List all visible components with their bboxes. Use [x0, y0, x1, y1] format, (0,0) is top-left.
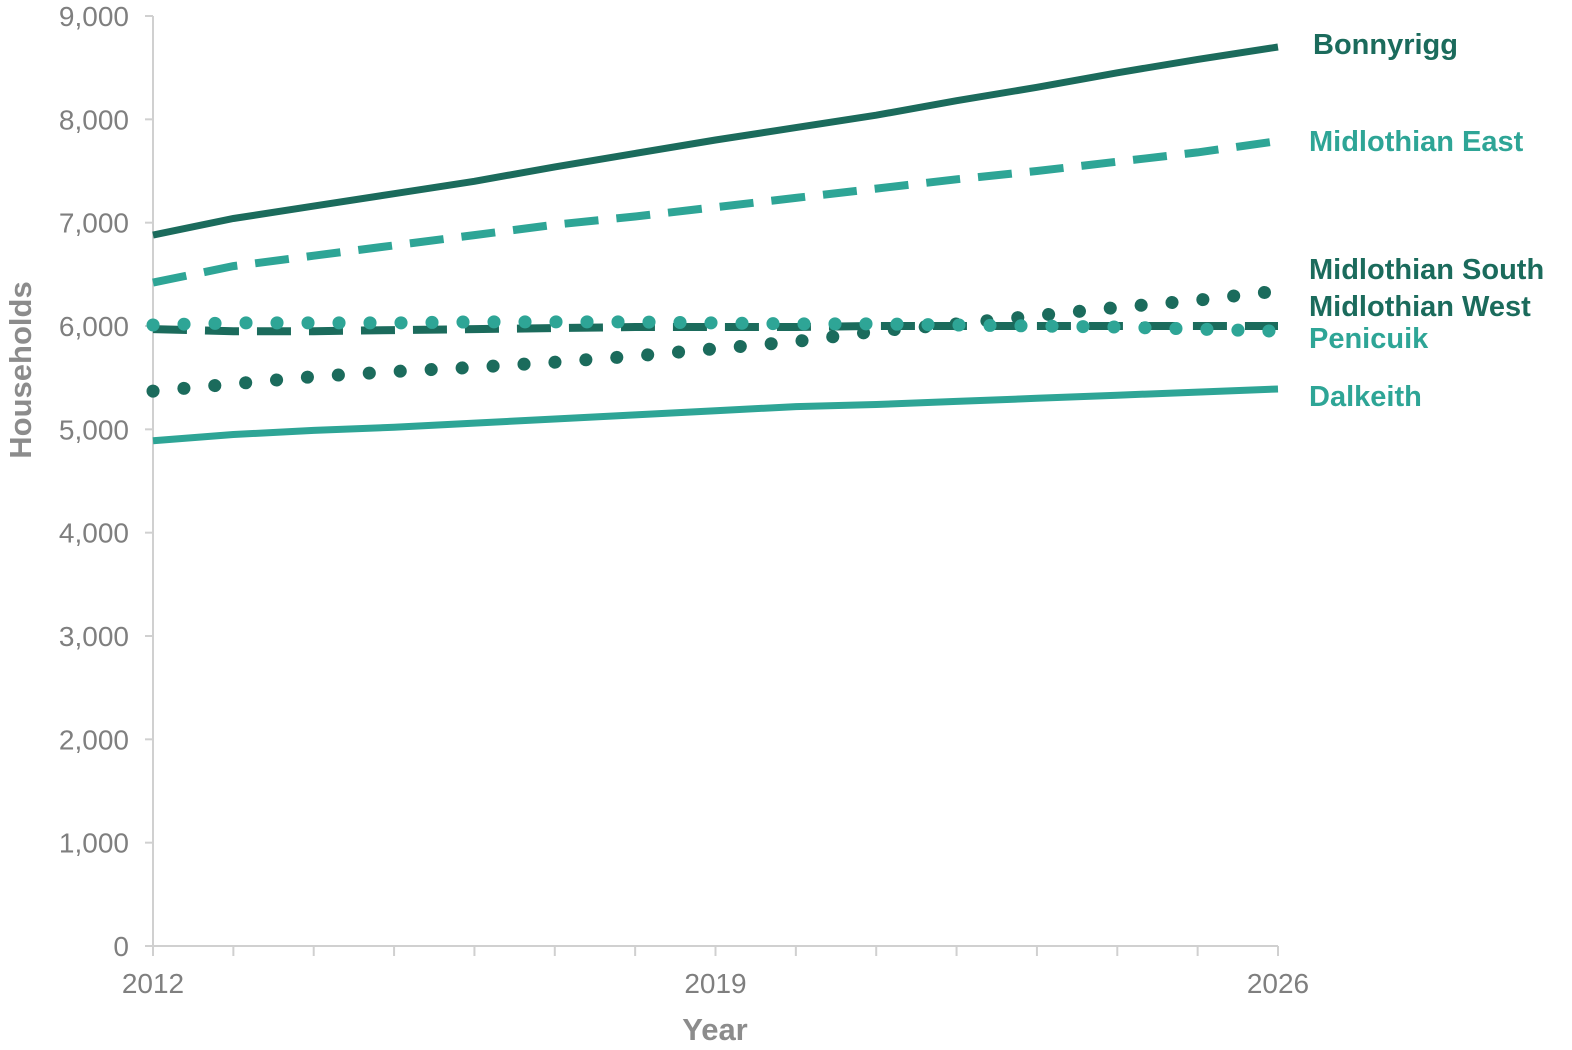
series-lines: [146, 43, 1285, 445]
series-label-bonnyrigg: Bonnyrigg: [1313, 29, 1458, 61]
series-line-penicuik: [146, 315, 1285, 338]
y-tick-label: 1,000: [59, 828, 129, 859]
series-label-dalkeith: Dalkeith: [1309, 381, 1422, 413]
series-line-bonnyrigg: [152, 43, 1279, 239]
series-label-midlothian-west: Midlothian West: [1309, 291, 1531, 323]
y-tick-label: 5,000: [59, 414, 129, 445]
series-label-midlothian-south: Midlothian South: [1309, 254, 1544, 286]
y-axis-title: Households: [3, 281, 38, 458]
series-line-midlothian-east: [152, 137, 1279, 287]
y-tick-label: 3,000: [59, 621, 129, 652]
y-tick-label: 2,000: [59, 724, 129, 755]
y-tick-label: 8,000: [59, 104, 129, 135]
x-axis-title: Year: [682, 1012, 748, 1047]
axes: 0 1,000 2,000 3,000 4,000 5,000 6,000 7,000 8,00…: [59, 1, 1309, 999]
y-tick-label: 0: [113, 931, 129, 962]
series-line-dalkeith: [152, 385, 1279, 445]
x-tick-label: 2012: [122, 968, 184, 999]
x-ticks: 2012 2019 2026: [122, 946, 1309, 999]
series-line-midlothian-south: [146, 284, 1285, 398]
series-label-midlothian-east: Midlothian East: [1309, 126, 1524, 158]
x-tick-label: 2026: [1247, 968, 1309, 999]
y-tick-label: 4,000: [59, 518, 129, 549]
series-labels: Bonnyrigg Midlothian East Midlothian South…: [1309, 29, 1544, 413]
y-tick-label: 6,000: [59, 311, 129, 342]
series-line-midlothian-west: [152, 322, 1278, 336]
y-tick-label: 9,000: [59, 1, 129, 32]
x-tick-label: 2019: [684, 968, 746, 999]
y-ticks: 0 1,000 2,000 3,000 4,000 5,000 6,000 7,000 8,00…: [59, 1, 153, 962]
y-tick-label: 7,000: [59, 208, 129, 239]
series-label-penicuik: Penicuik: [1309, 323, 1429, 355]
